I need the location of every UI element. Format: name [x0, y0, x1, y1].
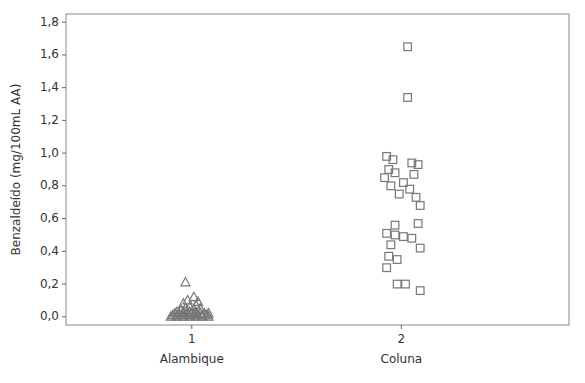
- y-tick: [62, 251, 66, 252]
- y-tick: [62, 153, 66, 154]
- point: [204, 312, 213, 320]
- y-tick: [62, 54, 66, 55]
- y-axis-label: Benzaldeído (mg/100mL AA): [9, 84, 23, 256]
- point: [381, 174, 389, 182]
- y-tick-label: 1,6: [40, 47, 59, 61]
- y-tick: [62, 22, 66, 23]
- point: [179, 312, 188, 320]
- point: [391, 221, 399, 229]
- point: [414, 161, 422, 169]
- point: [393, 280, 401, 288]
- point: [406, 185, 414, 193]
- point: [404, 43, 412, 51]
- point: [414, 220, 422, 228]
- point: [393, 256, 401, 264]
- x-tick-label: 2: [398, 332, 406, 346]
- y-tick-label: 1,2: [40, 113, 59, 127]
- point: [416, 244, 424, 252]
- point: [400, 233, 408, 241]
- x-tick: [191, 325, 192, 329]
- point: [391, 231, 399, 239]
- x-tick-label: 1: [188, 332, 196, 346]
- point: [404, 94, 412, 102]
- y-tick: [62, 316, 66, 317]
- y-tick-label: 1,8: [40, 15, 59, 29]
- y-tick-label: 0,6: [40, 211, 59, 225]
- point: [385, 252, 393, 260]
- point: [198, 312, 207, 320]
- point: [416, 202, 424, 210]
- group-label: Coluna: [381, 352, 423, 366]
- y-tick: [62, 284, 66, 285]
- points: [166, 43, 424, 320]
- y-tick-label: 0,2: [40, 277, 59, 291]
- chart: 0,0 0,2 0,4 0,6 0,8 1,0 1,2 1,4 1,6 1,8 1 2 Alambiqu…: [0, 0, 585, 383]
- point: [166, 312, 175, 320]
- y-tick-label: 0,4: [40, 244, 59, 258]
- point: [391, 169, 399, 177]
- point: [408, 234, 416, 242]
- y-tick: [62, 218, 66, 219]
- point: [387, 182, 395, 190]
- point: [387, 241, 395, 249]
- point: [191, 312, 200, 320]
- y-tick: [62, 120, 66, 121]
- y-tick: [62, 185, 66, 186]
- point: [412, 194, 420, 202]
- y-tick-label: 0,8: [40, 178, 59, 192]
- y-tick-label: 1,4: [40, 80, 59, 94]
- point: [173, 312, 182, 320]
- x-tick: [401, 325, 402, 329]
- y-tick-label: 1,0: [40, 146, 59, 160]
- point: [185, 312, 194, 320]
- point: [395, 190, 403, 198]
- y-tick-label: 0,0: [40, 309, 59, 323]
- point: [383, 264, 391, 272]
- plot-frame: [66, 14, 569, 325]
- y-tick: [62, 87, 66, 88]
- point: [416, 287, 424, 295]
- point: [410, 171, 418, 179]
- group-label: Alambique: [160, 352, 224, 366]
- point: [402, 280, 410, 288]
- point: [383, 230, 391, 238]
- point: [389, 156, 397, 164]
- point: [181, 277, 190, 285]
